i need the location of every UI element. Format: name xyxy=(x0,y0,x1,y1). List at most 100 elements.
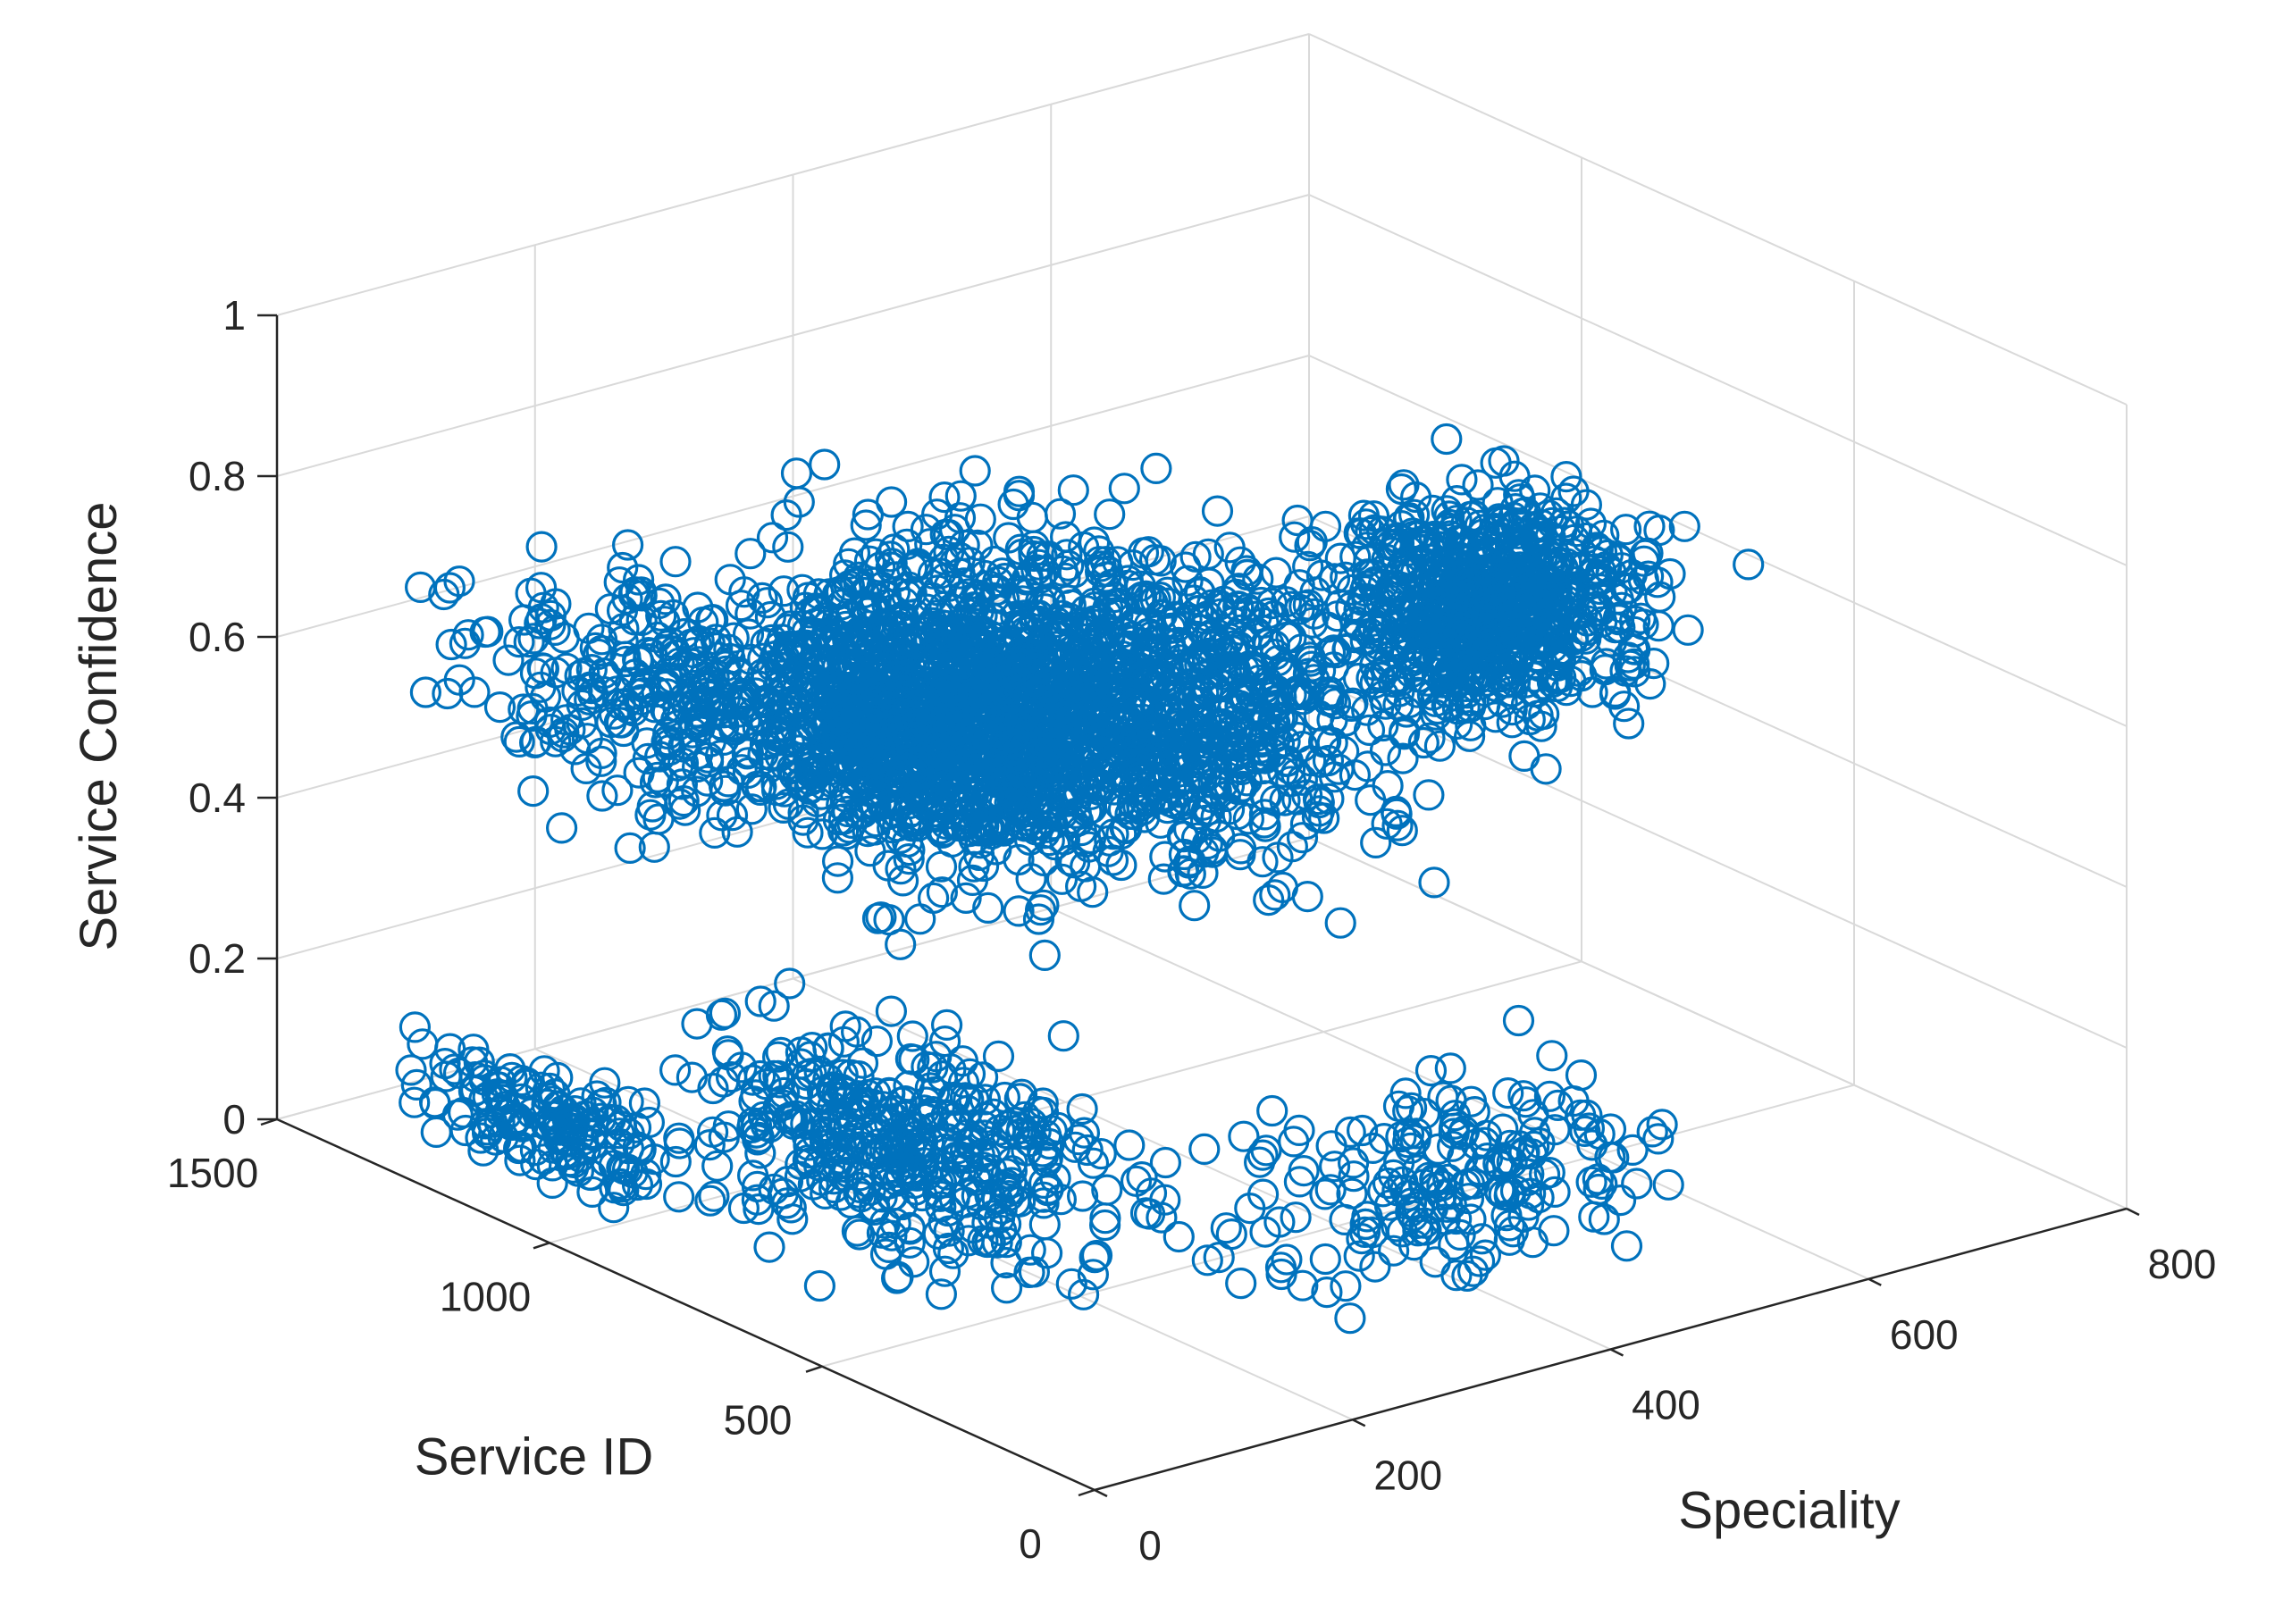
x-tick xyxy=(1609,1348,1624,1357)
data-point xyxy=(1192,672,1224,704)
data-point xyxy=(1266,871,1299,904)
data-point xyxy=(928,1255,961,1287)
data-point xyxy=(941,1143,974,1175)
data-point xyxy=(1070,594,1102,627)
data-point xyxy=(712,1039,744,1071)
data-point xyxy=(1420,558,1453,590)
data-point xyxy=(1385,473,1418,506)
data-point xyxy=(998,1173,1031,1205)
data-point xyxy=(756,522,789,554)
data-point xyxy=(1518,1130,1550,1163)
data-point xyxy=(734,538,767,570)
data-point xyxy=(1113,1129,1146,1161)
data-point xyxy=(1239,711,1272,743)
data-point xyxy=(1240,720,1273,752)
data-point xyxy=(917,882,950,915)
data-point xyxy=(693,1128,726,1161)
data-point xyxy=(1359,1251,1391,1283)
data-point xyxy=(1199,724,1231,756)
data-point xyxy=(1588,519,1620,551)
data-point xyxy=(701,1150,734,1182)
data-point xyxy=(607,551,639,584)
data-point xyxy=(1536,1040,1568,1072)
data-point xyxy=(932,1232,965,1265)
x-tick xyxy=(1352,1419,1366,1427)
data-point xyxy=(669,794,701,826)
data-point xyxy=(472,1081,504,1113)
data-point xyxy=(1322,600,1354,632)
data-point xyxy=(828,771,860,803)
data-point xyxy=(1343,1240,1375,1272)
data-point xyxy=(953,1084,985,1117)
data-point xyxy=(1209,780,1241,813)
data-point xyxy=(1407,1168,1440,1201)
data-point xyxy=(1037,808,1069,841)
data-point xyxy=(950,882,982,915)
data-point xyxy=(869,1238,902,1270)
data-point xyxy=(1028,939,1061,972)
data-point xyxy=(919,799,951,832)
data-point xyxy=(843,1059,875,1092)
data-point xyxy=(1369,734,1402,766)
grid-line xyxy=(821,1084,1855,1368)
data-point xyxy=(773,725,805,758)
data-point xyxy=(1067,1278,1100,1310)
data-point xyxy=(1229,684,1261,716)
data-point xyxy=(680,628,712,660)
data-point xyxy=(1140,452,1172,485)
data-point xyxy=(1533,584,1565,616)
data-point xyxy=(1147,863,1179,895)
data-point xyxy=(811,1128,844,1161)
data-point xyxy=(601,774,634,807)
data-point xyxy=(1142,691,1174,723)
data-point xyxy=(642,761,674,793)
x-tick xyxy=(1094,1488,1108,1498)
data-point xyxy=(1172,813,1205,845)
y-axis-label: Service ID xyxy=(415,1428,654,1486)
data-point xyxy=(1066,1180,1099,1212)
data-point xyxy=(1523,1182,1555,1214)
data-point xyxy=(1519,474,1551,506)
grid-line xyxy=(549,960,1582,1244)
data-point xyxy=(1060,703,1093,735)
y-axis-line xyxy=(276,1118,1095,1492)
data-point xyxy=(1554,581,1587,614)
data-point xyxy=(1431,423,1463,456)
data-point xyxy=(432,677,464,710)
data-point xyxy=(708,710,740,742)
data-point xyxy=(944,480,977,512)
data-point xyxy=(1033,585,1066,618)
data-point xyxy=(827,689,860,721)
data-point xyxy=(457,1075,491,1108)
x-tick-label: 400 xyxy=(1632,1382,1700,1428)
data-point xyxy=(1646,1109,1678,1141)
data-point xyxy=(917,1051,949,1084)
data-points xyxy=(395,423,1765,1335)
data-point xyxy=(1330,1270,1362,1302)
data-point xyxy=(1004,578,1037,610)
data-point xyxy=(999,779,1032,812)
grid-line xyxy=(276,837,1310,1120)
data-point xyxy=(1621,1168,1653,1200)
data-point xyxy=(435,628,467,661)
data-point xyxy=(541,1100,574,1132)
data-point xyxy=(1317,634,1350,666)
data-point xyxy=(751,587,784,619)
data-point xyxy=(1287,1269,1319,1302)
data-point xyxy=(1070,850,1102,883)
data-point xyxy=(1387,597,1419,629)
data-point xyxy=(856,1088,888,1120)
data-point xyxy=(1590,648,1623,680)
data-point xyxy=(1031,811,1063,843)
data-point xyxy=(1120,1165,1153,1197)
data-point xyxy=(1228,1120,1260,1152)
data-point xyxy=(650,583,682,615)
data-point xyxy=(1275,766,1307,798)
data-point xyxy=(922,615,954,647)
data-point xyxy=(773,630,805,663)
data-point xyxy=(501,1101,533,1134)
data-point xyxy=(1289,808,1322,841)
data-point xyxy=(1080,1239,1113,1272)
data-point xyxy=(772,531,804,563)
